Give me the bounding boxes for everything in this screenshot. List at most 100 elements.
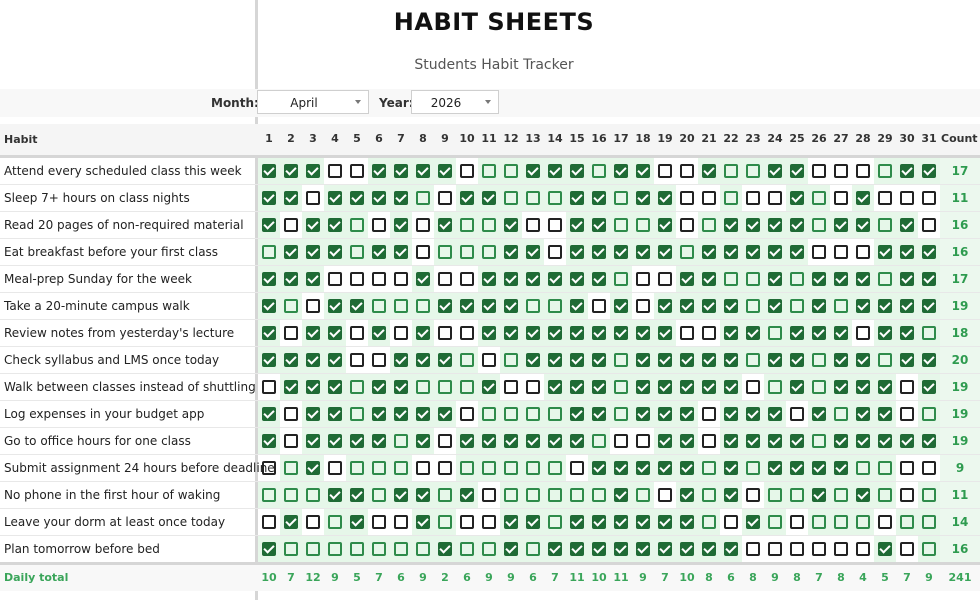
checked-checkbox[interactable] xyxy=(658,353,672,367)
checkbox[interactable] xyxy=(460,272,474,286)
checked-checkbox[interactable] xyxy=(262,299,276,313)
checked-checkbox[interactable] xyxy=(768,272,782,286)
checked-checkbox[interactable] xyxy=(856,191,870,205)
checked-checkbox[interactable] xyxy=(614,326,628,340)
checked-checkbox[interactable] xyxy=(306,164,320,178)
checked-checkbox[interactable] xyxy=(614,515,628,529)
checkbox[interactable] xyxy=(262,515,276,529)
checkbox[interactable] xyxy=(416,380,430,394)
checked-checkbox[interactable] xyxy=(416,353,430,367)
checked-checkbox[interactable] xyxy=(856,380,870,394)
year-select[interactable]: 2026 xyxy=(411,90,499,114)
checkbox[interactable] xyxy=(614,218,628,232)
checkbox[interactable] xyxy=(834,299,848,313)
checkbox[interactable] xyxy=(834,407,848,421)
checked-checkbox[interactable] xyxy=(328,299,342,313)
checkbox[interactable] xyxy=(372,353,386,367)
checked-checkbox[interactable] xyxy=(460,488,474,502)
checked-checkbox[interactable] xyxy=(922,299,936,313)
checked-checkbox[interactable] xyxy=(262,407,276,421)
checked-checkbox[interactable] xyxy=(482,272,496,286)
checked-checkbox[interactable] xyxy=(900,434,914,448)
checked-checkbox[interactable] xyxy=(570,326,584,340)
checkbox[interactable] xyxy=(526,542,540,556)
checked-checkbox[interactable] xyxy=(922,353,936,367)
checkbox[interactable] xyxy=(482,353,496,367)
checkbox[interactable] xyxy=(724,515,738,529)
checkbox[interactable] xyxy=(504,164,518,178)
checkbox[interactable] xyxy=(416,461,430,475)
checked-checkbox[interactable] xyxy=(658,407,672,421)
checkbox[interactable] xyxy=(482,245,496,259)
checkbox[interactable] xyxy=(614,353,628,367)
checked-checkbox[interactable] xyxy=(834,326,848,340)
checked-checkbox[interactable] xyxy=(306,245,320,259)
checked-checkbox[interactable] xyxy=(548,272,562,286)
checkbox[interactable] xyxy=(680,191,694,205)
checked-checkbox[interactable] xyxy=(636,542,650,556)
checkbox[interactable] xyxy=(416,218,430,232)
checked-checkbox[interactable] xyxy=(504,299,518,313)
checked-checkbox[interactable] xyxy=(328,407,342,421)
checkbox[interactable] xyxy=(284,299,298,313)
checkbox[interactable] xyxy=(834,488,848,502)
checked-checkbox[interactable] xyxy=(350,299,364,313)
checked-checkbox[interactable] xyxy=(900,326,914,340)
checkbox[interactable] xyxy=(812,245,826,259)
checked-checkbox[interactable] xyxy=(614,299,628,313)
checkbox[interactable] xyxy=(812,515,826,529)
checked-checkbox[interactable] xyxy=(350,488,364,502)
checked-checkbox[interactable] xyxy=(614,461,628,475)
checked-checkbox[interactable] xyxy=(768,299,782,313)
checked-checkbox[interactable] xyxy=(768,461,782,475)
checked-checkbox[interactable] xyxy=(592,218,606,232)
checkbox[interactable] xyxy=(746,353,760,367)
checkbox[interactable] xyxy=(306,488,320,502)
checkbox[interactable] xyxy=(438,272,452,286)
checked-checkbox[interactable] xyxy=(680,434,694,448)
checked-checkbox[interactable] xyxy=(416,515,430,529)
checkbox[interactable] xyxy=(878,515,892,529)
checkbox[interactable] xyxy=(460,326,474,340)
checked-checkbox[interactable] xyxy=(570,380,584,394)
checked-checkbox[interactable] xyxy=(284,191,298,205)
checked-checkbox[interactable] xyxy=(614,245,628,259)
checkbox[interactable] xyxy=(350,380,364,394)
checked-checkbox[interactable] xyxy=(372,380,386,394)
checkbox[interactable] xyxy=(526,380,540,394)
checkbox[interactable] xyxy=(812,434,826,448)
checkbox[interactable] xyxy=(438,515,452,529)
checkbox[interactable] xyxy=(438,434,452,448)
checked-checkbox[interactable] xyxy=(636,461,650,475)
checked-checkbox[interactable] xyxy=(680,299,694,313)
checkbox[interactable] xyxy=(922,515,936,529)
checkbox[interactable] xyxy=(482,515,496,529)
checkbox[interactable] xyxy=(394,515,408,529)
checkbox[interactable] xyxy=(746,272,760,286)
checkbox[interactable] xyxy=(614,191,628,205)
checkbox[interactable] xyxy=(680,326,694,340)
checked-checkbox[interactable] xyxy=(394,380,408,394)
checked-checkbox[interactable] xyxy=(724,542,738,556)
checkbox[interactable] xyxy=(834,191,848,205)
checked-checkbox[interactable] xyxy=(306,272,320,286)
checked-checkbox[interactable] xyxy=(394,407,408,421)
checked-checkbox[interactable] xyxy=(328,326,342,340)
checked-checkbox[interactable] xyxy=(702,245,716,259)
checked-checkbox[interactable] xyxy=(548,326,562,340)
checkbox[interactable] xyxy=(262,461,276,475)
checked-checkbox[interactable] xyxy=(658,434,672,448)
checked-checkbox[interactable] xyxy=(262,164,276,178)
checked-checkbox[interactable] xyxy=(482,299,496,313)
checkbox[interactable] xyxy=(724,272,738,286)
checked-checkbox[interactable] xyxy=(834,272,848,286)
checkbox[interactable] xyxy=(746,299,760,313)
checkbox[interactable] xyxy=(350,272,364,286)
checkbox[interactable] xyxy=(922,461,936,475)
checked-checkbox[interactable] xyxy=(592,272,606,286)
checked-checkbox[interactable] xyxy=(504,515,518,529)
checked-checkbox[interactable] xyxy=(702,353,716,367)
checked-checkbox[interactable] xyxy=(900,272,914,286)
checkbox[interactable] xyxy=(438,326,452,340)
checked-checkbox[interactable] xyxy=(790,245,804,259)
